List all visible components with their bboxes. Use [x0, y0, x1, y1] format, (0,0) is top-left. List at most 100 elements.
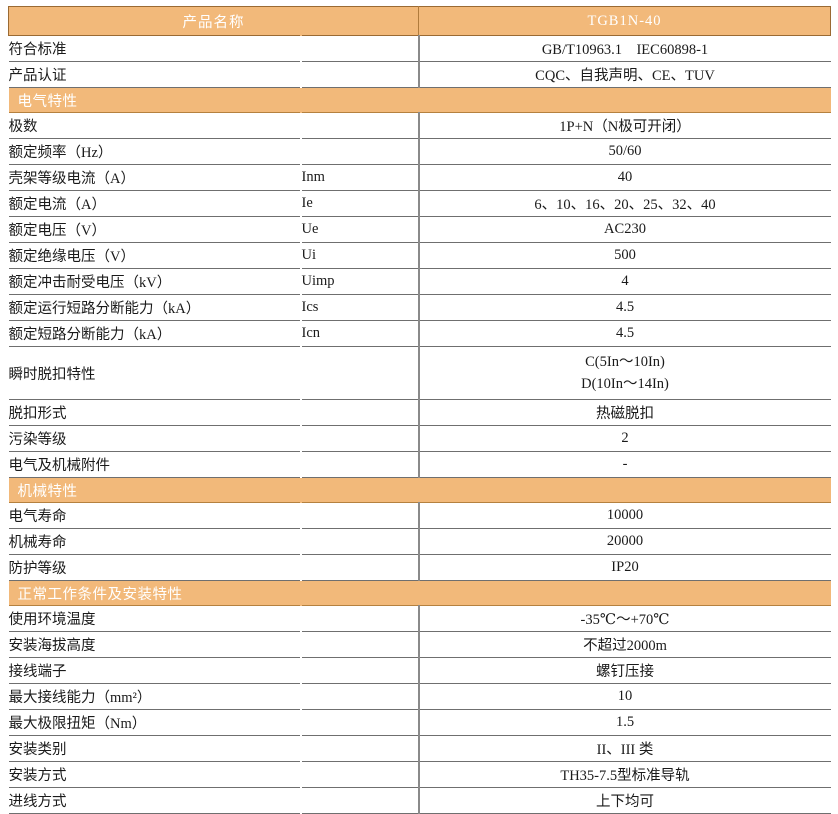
row-symbol	[300, 138, 420, 165]
table-row: 额定绝缘电压（V） Ui 500	[8, 242, 831, 269]
table-row: 额定频率（Hz） 50/60	[8, 138, 831, 165]
row-symbol	[300, 346, 420, 400]
table-row: 符合标准 GB/T10963.1 IEC60898-1	[8, 35, 831, 62]
row-value: 4.5	[418, 320, 831, 347]
row-label: 最大极限扭矩（Nm）	[8, 709, 301, 736]
row-label: 壳架等级电流（A）	[8, 164, 301, 191]
row-value: II、III 类	[418, 735, 831, 762]
row-label: 脱扣形式	[8, 399, 301, 426]
table-row: 额定运行短路分断能力（kA） Ics 4.5	[8, 294, 831, 321]
row-value: 6、10、16、20、25、32、40	[418, 190, 831, 217]
table-row: 电气及机械附件 -	[8, 451, 831, 478]
row-label: 安装海拔高度	[8, 631, 301, 658]
row-value: AC230	[418, 216, 831, 243]
row-label: 额定短路分断能力（kA）	[8, 320, 301, 347]
table-header-row: 产品名称 TGB1N-40	[8, 6, 831, 36]
row-symbol: Uimp	[300, 268, 420, 295]
row-symbol: Ie	[300, 190, 420, 217]
section-header-row: 机械特性	[8, 477, 831, 503]
row-symbol	[300, 657, 420, 684]
table-row: 安装类别 II、III 类	[8, 735, 831, 762]
section-title: 机械特性	[8, 477, 831, 503]
row-value-line: D(10In～14In)	[581, 376, 669, 392]
row-value: GB/T10963.1 IEC60898-1	[418, 35, 831, 62]
row-label: 机械寿命	[8, 528, 301, 555]
row-label: 产品认证	[8, 61, 301, 88]
row-value: 2	[418, 425, 831, 452]
row-label: 安装方式	[8, 761, 301, 788]
row-value: 螺钉压接	[418, 657, 831, 684]
row-label: 额定电压（V）	[8, 216, 301, 243]
row-label: 额定运行短路分断能力（kA）	[8, 294, 301, 321]
row-label: 电气及机械附件	[8, 451, 301, 478]
row-value: 1.5	[418, 709, 831, 736]
row-symbol	[300, 787, 420, 814]
row-value: 热磁脱扣	[418, 399, 831, 426]
row-value: -35℃～+70℃	[418, 605, 831, 632]
table-row: 额定短路分断能力（kA） Icn 4.5	[8, 320, 831, 347]
row-symbol	[300, 451, 420, 478]
row-label: 瞬时脱扣特性	[8, 346, 301, 400]
row-value: 500	[418, 242, 831, 269]
row-label: 电气寿命	[8, 502, 301, 529]
table-row: 使用环境温度 -35℃～+70℃	[8, 605, 831, 632]
table-row: 壳架等级电流（A） Inm 40	[8, 164, 831, 191]
row-value: 不超过2000m	[418, 631, 831, 658]
row-symbol	[300, 605, 420, 632]
header-product-name: 产品名称	[8, 6, 419, 36]
row-symbol	[300, 528, 420, 555]
row-symbol: Ue	[300, 216, 420, 243]
row-label: 额定绝缘电压（V）	[8, 242, 301, 269]
row-value: CQC、自我声明、CE、TUV	[418, 61, 831, 88]
row-symbol	[300, 735, 420, 762]
product-spec-table: 产品名称 TGB1N-40 符合标准 GB/T10963.1 IEC60898-1 产品…	[8, 6, 831, 814]
row-value: TH35-7.5型标准导轨	[418, 761, 831, 788]
row-value: 10000	[418, 502, 831, 529]
row-label: 防护等级	[8, 554, 301, 581]
spec-sheet: 产品名称 TGB1N-40 符合标准 GB/T10963.1 IEC60898-1 产品…	[8, 6, 831, 814]
row-value: 10	[418, 683, 831, 710]
section-title: 电气特性	[8, 87, 831, 113]
row-label: 进线方式	[8, 787, 301, 814]
row-symbol	[300, 425, 420, 452]
row-symbol	[300, 112, 420, 139]
table-row: 安装海拔高度 不超过2000m	[8, 631, 831, 658]
row-value: IP20	[418, 554, 831, 581]
table-row: 电气寿命 10000	[8, 502, 831, 529]
table-row: 最大接线能力（mm²） 10	[8, 683, 831, 710]
row-value: 上下均可	[418, 787, 831, 814]
table-row: 污染等级 2	[8, 425, 831, 452]
section-header-row: 电气特性	[8, 87, 831, 113]
row-symbol	[300, 709, 420, 736]
row-value-line: C(5In～10In)	[585, 353, 665, 370]
row-value: 4.5	[418, 294, 831, 321]
row-label: 接线端子	[8, 657, 301, 684]
row-label: 符合标准	[8, 35, 301, 62]
row-label: 使用环境温度	[8, 605, 301, 632]
row-value: 40	[418, 164, 831, 191]
section-title: 正常工作条件及安装特性	[8, 580, 831, 606]
row-value: 50/60	[418, 138, 831, 165]
table-row: 额定电流（A） Ie 6、10、16、20、25、32、40	[8, 190, 831, 217]
table-row: 防护等级 IP20	[8, 554, 831, 581]
row-label: 极数	[8, 112, 301, 139]
row-value: 20000	[418, 528, 831, 555]
row-label: 安装类别	[8, 735, 301, 762]
row-label: 最大接线能力（mm²）	[8, 683, 301, 710]
table-row: 接线端子 螺钉压接	[8, 657, 831, 684]
row-value: 1P+N（N极可开闭）	[418, 112, 831, 139]
row-symbol: Ui	[300, 242, 420, 269]
row-value: C(5In～10In) D(10In～14In)	[418, 346, 831, 400]
header-product-model: TGB1N-40	[418, 6, 831, 36]
row-value: 4	[418, 268, 831, 295]
row-symbol	[300, 683, 420, 710]
table-row: 瞬时脱扣特性 C(5In～10In) D(10In～14In)	[8, 346, 831, 400]
spec-table-body: 产品名称 TGB1N-40 符合标准 GB/T10963.1 IEC60898-1 产品…	[8, 6, 831, 814]
row-symbol	[300, 631, 420, 658]
row-value: -	[418, 451, 831, 478]
section-header-row: 正常工作条件及安装特性	[8, 580, 831, 606]
row-label: 额定频率（Hz）	[8, 138, 301, 165]
row-symbol	[300, 502, 420, 529]
row-label: 额定电流（A）	[8, 190, 301, 217]
row-label: 额定冲击耐受电压（kV）	[8, 268, 301, 295]
